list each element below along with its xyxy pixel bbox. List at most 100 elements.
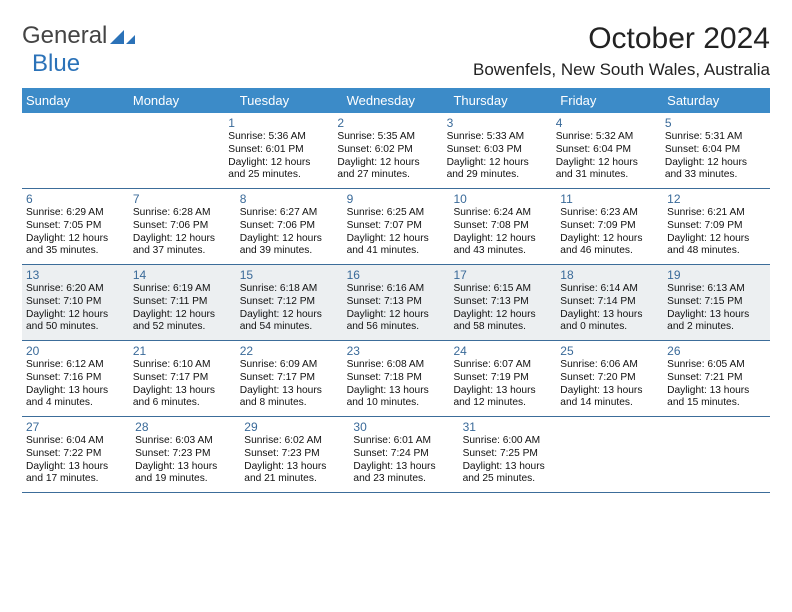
daylight-text: Daylight: 13 hours and 4 minutes. <box>26 385 125 411</box>
daylight-text: Daylight: 13 hours and 0 minutes. <box>560 309 659 335</box>
sunset-text: Sunset: 7:18 PM <box>347 372 446 385</box>
day-header-cell: Tuesday <box>236 88 343 113</box>
day-header-cell: Wednesday <box>343 88 450 113</box>
sunrise-text: Sunrise: 6:09 AM <box>240 359 339 372</box>
daylight-text: Daylight: 13 hours and 19 minutes. <box>135 461 236 487</box>
day-number: 5 <box>665 116 766 131</box>
calendar-day-cell: 16Sunrise: 6:16 AMSunset: 7:13 PMDayligh… <box>343 265 450 340</box>
sunrise-text: Sunrise: 6:04 AM <box>26 435 127 448</box>
calendar-day-cell: 7Sunrise: 6:28 AMSunset: 7:06 PMDaylight… <box>129 189 236 264</box>
daylight-text: Daylight: 12 hours and 50 minutes. <box>26 309 125 335</box>
sunset-text: Sunset: 7:24 PM <box>353 448 454 461</box>
day-number: 7 <box>133 192 232 207</box>
sunset-text: Sunset: 7:16 PM <box>26 372 125 385</box>
calendar-week-row: 6Sunrise: 6:29 AMSunset: 7:05 PMDaylight… <box>22 189 770 265</box>
day-number: 11 <box>560 192 659 207</box>
sunset-text: Sunset: 7:05 PM <box>26 220 125 233</box>
sunset-text: Sunset: 6:04 PM <box>556 144 657 157</box>
daylight-text: Daylight: 12 hours and 48 minutes. <box>667 233 766 259</box>
sunrise-text: Sunrise: 6:03 AM <box>135 435 236 448</box>
day-number: 18 <box>560 268 659 283</box>
calendar-day-cell: 19Sunrise: 6:13 AMSunset: 7:15 PMDayligh… <box>663 265 770 340</box>
day-header-cell: Sunday <box>22 88 129 113</box>
brand-logo: General <box>22 22 135 50</box>
sunset-text: Sunset: 7:17 PM <box>133 372 232 385</box>
daylight-text: Daylight: 12 hours and 25 minutes. <box>228 157 329 183</box>
daylight-text: Daylight: 12 hours and 35 minutes. <box>26 233 125 259</box>
sunset-text: Sunset: 7:06 PM <box>133 220 232 233</box>
daylight-text: Daylight: 12 hours and 37 minutes. <box>133 233 232 259</box>
daylight-text: Daylight: 13 hours and 10 minutes. <box>347 385 446 411</box>
calendar-day-cell: 30Sunrise: 6:01 AMSunset: 7:24 PMDayligh… <box>349 417 458 492</box>
daylight-text: Daylight: 13 hours and 17 minutes. <box>26 461 127 487</box>
day-number: 28 <box>135 420 236 435</box>
calendar-day-cell: 5Sunrise: 5:31 AMSunset: 6:04 PMDaylight… <box>661 113 770 188</box>
sunset-text: Sunset: 7:12 PM <box>240 296 339 309</box>
sunrise-text: Sunrise: 6:01 AM <box>353 435 454 448</box>
day-number: 29 <box>244 420 345 435</box>
sunrise-text: Sunrise: 6:23 AM <box>560 207 659 220</box>
sunrise-text: Sunrise: 6:06 AM <box>560 359 659 372</box>
sunrise-text: Sunrise: 5:31 AM <box>665 131 766 144</box>
daylight-text: Daylight: 13 hours and 15 minutes. <box>667 385 766 411</box>
sunrise-text: Sunrise: 6:12 AM <box>26 359 125 372</box>
sunrise-text: Sunrise: 6:29 AM <box>26 207 125 220</box>
sunrise-text: Sunrise: 6:10 AM <box>133 359 232 372</box>
brand-part2: Blue <box>32 50 80 78</box>
calendar-day-cell: 2Sunrise: 5:35 AMSunset: 6:02 PMDaylight… <box>333 113 442 188</box>
sunset-text: Sunset: 7:07 PM <box>347 220 446 233</box>
page-header: General October 2024 Bowenfels, New Sout… <box>22 22 770 80</box>
day-header-cell: Monday <box>129 88 236 113</box>
calendar-day-cell: 15Sunrise: 6:18 AMSunset: 7:12 PMDayligh… <box>236 265 343 340</box>
sunset-text: Sunset: 7:19 PM <box>453 372 552 385</box>
day-header-cell: Thursday <box>449 88 556 113</box>
day-number: 17 <box>453 268 552 283</box>
sunrise-text: Sunrise: 6:07 AM <box>453 359 552 372</box>
calendar-day-cell: 8Sunrise: 6:27 AMSunset: 7:06 PMDaylight… <box>236 189 343 264</box>
day-number: 23 <box>347 344 446 359</box>
calendar-day-cell: 14Sunrise: 6:19 AMSunset: 7:11 PMDayligh… <box>129 265 236 340</box>
sunset-text: Sunset: 7:11 PM <box>133 296 232 309</box>
sunrise-text: Sunrise: 6:28 AM <box>133 207 232 220</box>
sunrise-text: Sunrise: 6:05 AM <box>667 359 766 372</box>
sunrise-text: Sunrise: 6:21 AM <box>667 207 766 220</box>
daylight-text: Daylight: 12 hours and 54 minutes. <box>240 309 339 335</box>
day-number: 24 <box>453 344 552 359</box>
calendar-day-cell: 13Sunrise: 6:20 AMSunset: 7:10 PMDayligh… <box>22 265 129 340</box>
daylight-text: Daylight: 13 hours and 12 minutes. <box>453 385 552 411</box>
day-number: 14 <box>133 268 232 283</box>
sunrise-text: Sunrise: 6:27 AM <box>240 207 339 220</box>
day-number: 19 <box>667 268 766 283</box>
day-number: 6 <box>26 192 125 207</box>
sunrise-text: Sunrise: 6:19 AM <box>133 283 232 296</box>
daylight-text: Daylight: 12 hours and 58 minutes. <box>453 309 552 335</box>
sunset-text: Sunset: 7:21 PM <box>667 372 766 385</box>
sunrise-text: Sunrise: 6:13 AM <box>667 283 766 296</box>
calendar-day-cell: 21Sunrise: 6:10 AMSunset: 7:17 PMDayligh… <box>129 341 236 416</box>
brand-triangle-icon <box>110 30 124 44</box>
sunrise-text: Sunrise: 6:08 AM <box>347 359 446 372</box>
calendar-day-cell: 12Sunrise: 6:21 AMSunset: 7:09 PMDayligh… <box>663 189 770 264</box>
calendar-body: 1Sunrise: 5:36 AMSunset: 6:01 PMDaylight… <box>22 113 770 493</box>
calendar-header-row: SundayMondayTuesdayWednesdayThursdayFrid… <box>22 88 770 113</box>
sunrise-text: Sunrise: 5:32 AM <box>556 131 657 144</box>
daylight-text: Daylight: 13 hours and 8 minutes. <box>240 385 339 411</box>
sunset-text: Sunset: 7:23 PM <box>135 448 236 461</box>
calendar-day-cell: 31Sunrise: 6:00 AMSunset: 7:25 PMDayligh… <box>459 417 568 492</box>
month-title: October 2024 <box>473 22 770 56</box>
day-number: 1 <box>228 116 329 131</box>
day-number: 20 <box>26 344 125 359</box>
daylight-text: Daylight: 13 hours and 23 minutes. <box>353 461 454 487</box>
sunset-text: Sunset: 6:02 PM <box>337 144 438 157</box>
day-number: 30 <box>353 420 454 435</box>
sunset-text: Sunset: 7:17 PM <box>240 372 339 385</box>
daylight-text: Daylight: 12 hours and 31 minutes. <box>556 157 657 183</box>
calendar-week-row: 20Sunrise: 6:12 AMSunset: 7:16 PMDayligh… <box>22 341 770 417</box>
daylight-text: Daylight: 12 hours and 33 minutes. <box>665 157 766 183</box>
sunrise-text: Sunrise: 6:20 AM <box>26 283 125 296</box>
calendar-empty-cell <box>669 417 770 492</box>
brand-triangle-icon <box>126 35 135 44</box>
calendar-empty-cell <box>123 113 224 188</box>
sunset-text: Sunset: 6:04 PM <box>665 144 766 157</box>
sunset-text: Sunset: 6:03 PM <box>447 144 548 157</box>
